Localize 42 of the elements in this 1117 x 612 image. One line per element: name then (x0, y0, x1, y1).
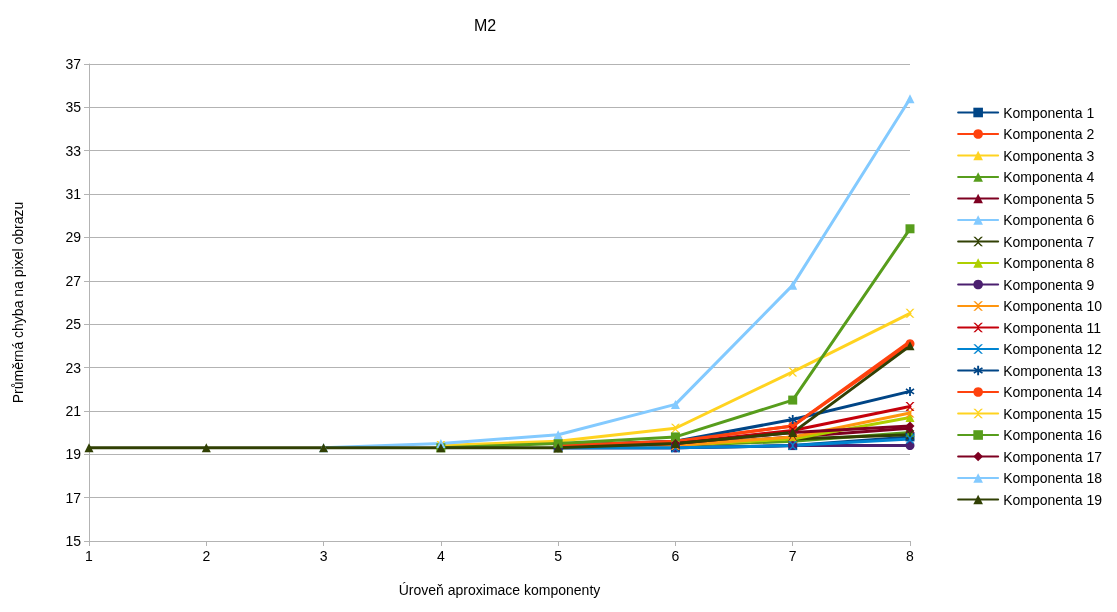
y-tick-label: 33 (65, 142, 82, 159)
x-tick-label: 8 (906, 548, 915, 564)
legend-label: Komponenta 5 (1003, 190, 1095, 207)
x-tick-label: 7 (788, 548, 797, 564)
x-tick-label: 6 (671, 548, 680, 564)
y-axis-title: Průměrná chyba na pixel obrazu (10, 201, 26, 404)
x-tick-label: 1 (85, 548, 94, 564)
legend-label: Komponenta 11 (1003, 319, 1102, 336)
legend-label: Komponenta 4 (1003, 169, 1095, 185)
legend-label: Komponenta 19 (1003, 491, 1103, 508)
x-tick-label: 3 (319, 548, 328, 564)
y-tick-label: 31 (65, 186, 82, 203)
legend-label: Komponenta 8 (1003, 255, 1095, 271)
legend-label: Komponenta 6 (1003, 212, 1095, 228)
y-tick-label: 23 (65, 359, 82, 376)
y-tick-label: 25 (65, 316, 82, 333)
legend-label: Komponenta 7 (1003, 233, 1095, 250)
y-tick-label: 15 (65, 533, 82, 549)
y-tick-label: 21 (65, 402, 82, 419)
y-tick-label: 27 (65, 272, 82, 289)
legend-label: Komponenta 18 (1003, 470, 1103, 486)
legend-label: Komponenta 2 (1003, 126, 1095, 142)
legend-label: Komponenta 17 (1003, 448, 1103, 465)
legend-label: Komponenta 9 (1003, 276, 1095, 293)
x-tick-label: 5 (554, 548, 563, 564)
x-tick-label: 4 (436, 548, 445, 564)
legend-label: Komponenta 12 (1003, 341, 1103, 357)
chart-title: M2 (473, 16, 497, 34)
y-tick-label: 17 (65, 489, 82, 506)
legend-label: Komponenta 3 (1003, 147, 1095, 164)
y-tick-label: 29 (65, 229, 82, 246)
legend-label: Komponenta 10 (1003, 298, 1103, 314)
y-tick-label: 19 (65, 446, 82, 463)
legend-label: Komponenta 16 (1003, 427, 1103, 443)
x-tick-label: 2 (202, 548, 211, 564)
legend-label: Komponenta 1 (1003, 104, 1095, 121)
legend-label: Komponenta 14 (1003, 384, 1103, 400)
legend-label: Komponenta 13 (1003, 362, 1103, 379)
legend-label: Komponenta 15 (1003, 405, 1103, 422)
x-axis-title: Úroveň aproximace komponenty (398, 582, 601, 598)
y-tick-label: 37 (65, 56, 82, 72)
y-tick-label: 35 (65, 99, 82, 116)
